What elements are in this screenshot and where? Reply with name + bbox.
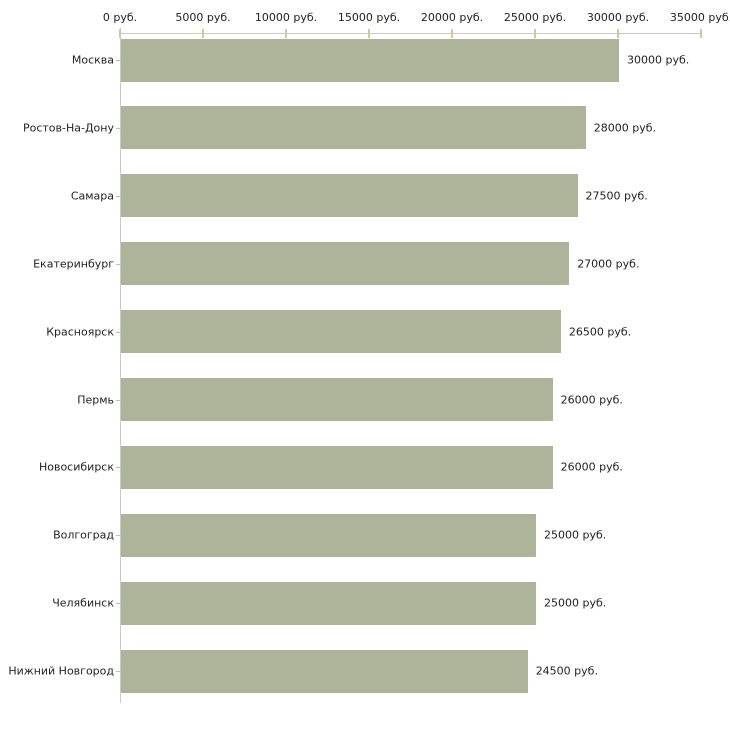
x-tick: [700, 29, 702, 38]
bar: [121, 174, 578, 218]
x-axis-line: [120, 33, 702, 34]
category-label: Москва: [71, 53, 114, 67]
x-tick: [534, 29, 536, 38]
y-tick: [116, 60, 121, 61]
x-tick: [451, 29, 453, 38]
bar-value-label: 25000 руб.: [544, 528, 607, 542]
y-tick: [116, 331, 121, 333]
bar-value-label: 28000 руб.: [593, 121, 657, 135]
bar: [121, 445, 553, 489]
x-tick-label: 30000 руб.: [586, 11, 650, 24]
x-tick-label: 5000 руб.: [175, 11, 231, 24]
bar-value-label: 27500 руб.: [585, 189, 648, 203]
y-tick: [116, 399, 121, 401]
bar-value-label: 26500 руб.: [568, 325, 632, 339]
bar-value-label: 24500 руб.: [535, 664, 598, 678]
bar: [121, 38, 619, 82]
bar: [121, 378, 553, 421]
category-label: Волгоград: [53, 528, 114, 542]
category-label: Нижний Новгород: [8, 664, 114, 678]
x-tick: [617, 29, 619, 38]
category-label: Челябинск: [52, 596, 114, 610]
x-tick: [202, 29, 204, 38]
x-tick: [368, 29, 370, 38]
y-tick: [116, 263, 121, 265]
bar: [121, 310, 561, 354]
y-axis-line: [120, 28, 121, 703]
bar-value-label: 30000 руб.: [627, 53, 690, 67]
y-tick: [116, 195, 121, 197]
category-label: Самара: [70, 189, 114, 203]
category-label: Ростов-На-Дону: [22, 121, 114, 135]
bar-value-label: 26000 руб.: [560, 393, 623, 406]
bar: [121, 513, 536, 557]
category-label: Новосибирск: [38, 460, 114, 474]
x-tick: [285, 29, 287, 38]
x-tick: [119, 29, 121, 38]
bar: [121, 106, 586, 150]
bar: [121, 242, 570, 286]
x-tick-label: 35000 руб.: [669, 11, 730, 24]
bar: [121, 649, 528, 693]
y-tick: [116, 467, 121, 469]
x-tick-label: 0 руб.: [102, 11, 138, 24]
category-label: Красноярск: [46, 325, 114, 339]
x-tick-label: 25000 руб.: [503, 11, 567, 24]
category-label: Екатеринбург: [33, 257, 114, 271]
bar-value-label: 27000 руб.: [577, 257, 640, 271]
x-tick-label: 10000 руб.: [254, 11, 318, 24]
y-tick: [116, 603, 121, 605]
x-tick-label: 15000 руб.: [337, 11, 401, 24]
bar: [121, 581, 536, 625]
y-tick: [116, 535, 121, 537]
bar-value-label: 26000 руб.: [560, 460, 623, 474]
y-tick: [116, 127, 121, 129]
y-tick: [116, 671, 121, 673]
category-label: Пермь: [77, 393, 114, 406]
bar-value-label: 25000 руб.: [544, 596, 607, 610]
x-tick-label: 20000 руб.: [420, 11, 484, 24]
